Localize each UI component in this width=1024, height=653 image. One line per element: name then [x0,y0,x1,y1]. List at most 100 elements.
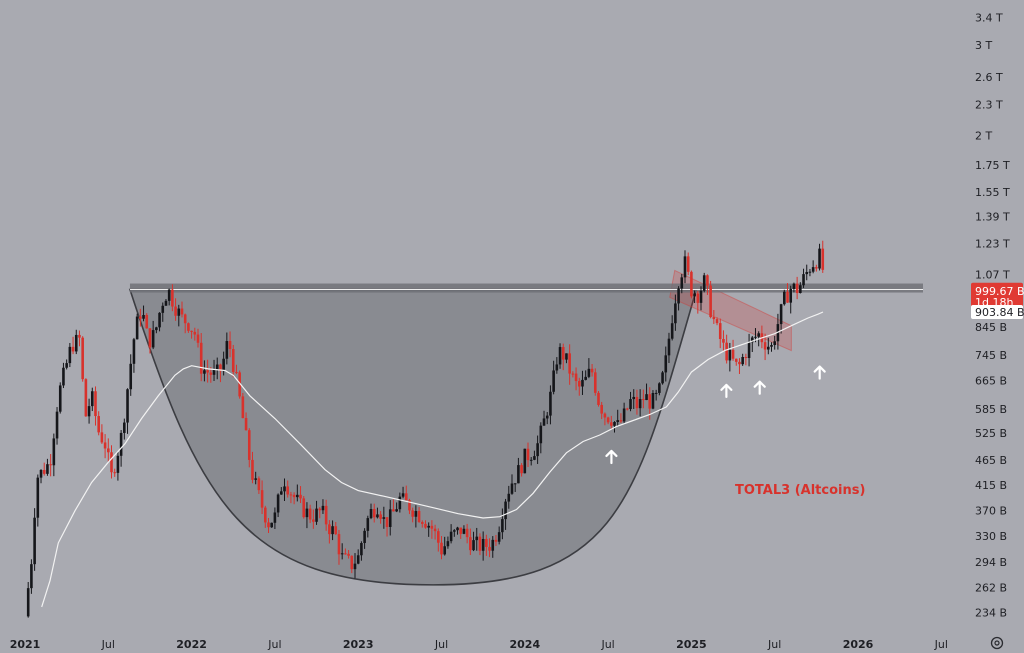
y-axis-tick-label: 2.6 T [975,71,1003,84]
candle [379,511,382,524]
x-axis-tick-label: 2025 [676,638,707,651]
up-arrow-icon [753,380,766,395]
candle [619,413,623,424]
candle [577,377,581,396]
candle [587,358,591,379]
candle [132,337,136,373]
candle [510,474,514,495]
candle [308,504,312,524]
candle [722,330,725,351]
candle [372,503,376,523]
candle [597,391,600,407]
candle [267,518,270,533]
candle [296,484,299,502]
candle [196,328,200,348]
candle [71,336,75,355]
ma-value-tag: 903.84 B [971,305,1024,320]
candle [276,493,280,518]
candle [507,485,511,509]
y-axis-tick-label: 1.07 T [975,268,1010,281]
candle [263,505,267,528]
candle [481,531,485,561]
candle [363,528,366,549]
candle [632,389,636,409]
candle [497,526,501,545]
candle [30,559,33,594]
settings-icon[interactable] [990,636,1004,650]
candle [443,536,447,556]
candle [55,407,59,445]
candle [257,476,261,495]
x-axis-tick-label: 2022 [176,638,207,651]
candle [376,507,379,519]
candle [702,272,706,293]
candle [183,313,187,334]
candle [97,411,100,436]
y-axis-tick-label: 330 B [975,530,1007,543]
candle [590,363,594,377]
y-axis-tick-label: 2.3 T [975,98,1003,111]
candle [770,342,773,352]
candle [260,480,264,515]
candle [404,485,408,501]
candle [231,344,235,378]
candle [680,273,684,294]
last-price-tag: 999.67 B1d 18h [971,282,1024,309]
candle [62,362,65,389]
candle [58,382,62,414]
candle [763,333,767,361]
up-arrow-icon [720,383,733,398]
candle [167,288,171,306]
candle [642,389,645,409]
candle [690,270,693,299]
candle [369,503,373,520]
candle [222,351,225,376]
candle [356,549,360,565]
y-axis-tick-label: 1.75 T [975,159,1010,172]
candle [33,508,36,571]
candle [670,315,674,341]
candle [411,507,414,523]
candle [161,302,165,322]
candle [110,445,113,479]
candle [289,491,293,504]
candle [581,370,584,395]
candle [533,450,536,461]
candle [107,438,110,463]
candle [103,434,107,459]
up-arrow-icon [605,449,618,465]
candle [74,329,78,355]
candle [536,435,539,464]
candle [94,386,97,426]
y-axis-tick-label: 745 B [975,349,1007,362]
candle [49,453,52,477]
x-axis-tick-label: Jul [267,638,281,651]
candle [465,523,469,544]
candle [696,290,700,314]
candle [523,448,527,474]
candle [571,371,575,378]
candle [725,334,728,364]
candle [517,457,520,484]
candle [52,433,56,477]
chart-annotation-title: TOTAL3 (Altcoins) [735,483,865,498]
candle [244,412,248,431]
candle [526,442,530,468]
candle [478,533,482,556]
candle [241,392,245,419]
x-axis-tick-label: Jul [767,638,781,651]
candle [658,382,661,396]
y-axis-tick-label: 1.39 T [975,210,1010,223]
candle [424,520,427,529]
candle [360,541,363,561]
candle [350,555,354,574]
candle [565,353,568,364]
candle [456,526,459,535]
y-axis-tick-label: 370 B [975,505,1007,518]
candle [558,343,562,369]
y-axis-tick-label: 1.23 T [975,237,1010,250]
candle [280,487,283,495]
y-axis-tick-label: 585 B [975,403,1007,416]
